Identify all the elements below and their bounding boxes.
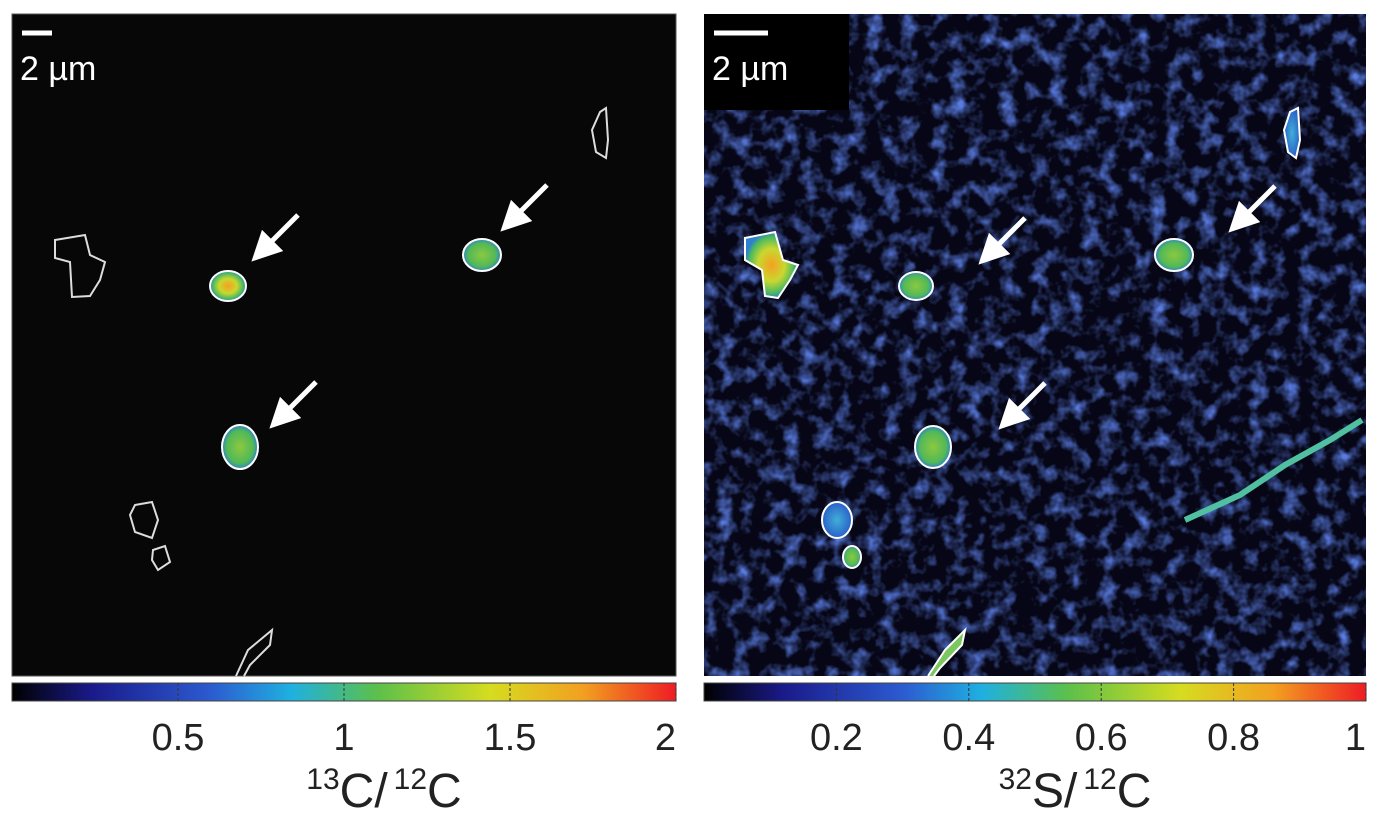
image bbox=[11, 13, 677, 677]
colorbar bbox=[703, 682, 1367, 702]
tick-label: 0.5 bbox=[152, 717, 205, 759]
arrows bbox=[978, 184, 1277, 430]
tick-label: 1.5 bbox=[484, 717, 537, 759]
panel-right: 2 µm bbox=[704, 14, 1366, 677]
label-part: 12 bbox=[1083, 763, 1116, 796]
label-part: C/ bbox=[340, 765, 389, 818]
label-part: C bbox=[1117, 765, 1152, 818]
tick-label: 0.8 bbox=[1207, 717, 1260, 759]
label-part: C bbox=[427, 765, 462, 818]
image-texture bbox=[704, 14, 1366, 676]
tick-label: 0.2 bbox=[810, 717, 863, 759]
tick-label: 2 bbox=[655, 717, 676, 759]
tick-label: 1 bbox=[1345, 717, 1366, 759]
axis-label: 32S/12C bbox=[999, 763, 1152, 818]
cell bbox=[462, 238, 502, 272]
tick-label: 0.4 bbox=[942, 717, 995, 759]
scale-label: 2 µm bbox=[712, 50, 788, 88]
outlines bbox=[54, 106, 610, 677]
tick-label: 0.6 bbox=[1075, 717, 1128, 759]
cell bbox=[221, 424, 259, 470]
scale-label: 2 µm bbox=[20, 50, 96, 88]
label-part: S/ bbox=[1032, 765, 1078, 818]
cell bbox=[842, 545, 862, 569]
cell bbox=[914, 425, 952, 469]
axis-label: 13C/12C bbox=[306, 763, 461, 818]
filament bbox=[1183, 417, 1364, 523]
cell bbox=[1282, 106, 1302, 160]
tick-label: 1 bbox=[333, 717, 354, 759]
cell bbox=[898, 271, 934, 301]
cell bbox=[744, 230, 800, 300]
label-part: 13 bbox=[306, 763, 339, 796]
panel-left: 2 µm bbox=[11, 13, 677, 677]
label-part: 32 bbox=[999, 763, 1032, 796]
label-part: 12 bbox=[394, 763, 427, 796]
label-box bbox=[704, 14, 849, 110]
cell bbox=[1154, 238, 1194, 272]
cell bbox=[927, 626, 967, 677]
arrows bbox=[251, 183, 549, 429]
cell bbox=[821, 501, 853, 539]
cell bbox=[209, 270, 247, 302]
